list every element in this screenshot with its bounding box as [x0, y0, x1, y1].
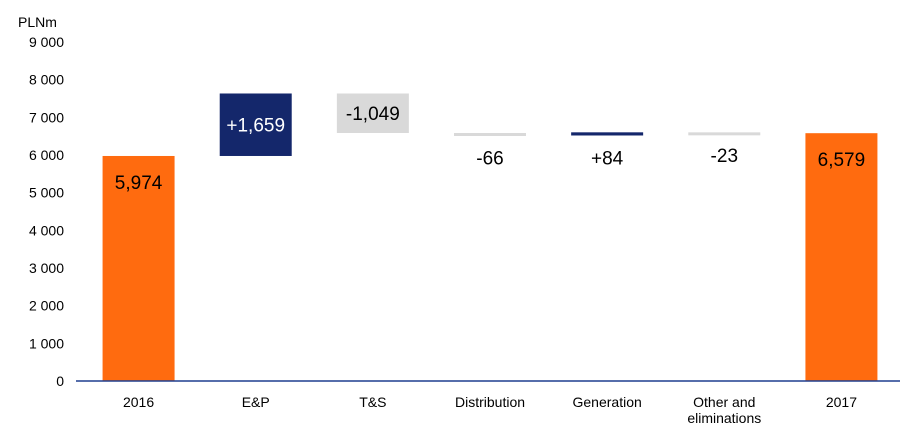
bar-e-p [219, 93, 292, 156]
data-label: +84 [591, 148, 624, 169]
unit-label: PLNm [18, 14, 57, 30]
x-tick-label: 2017 [826, 394, 857, 410]
data-label: 5,974 [115, 173, 163, 194]
bar-t-s [336, 93, 409, 134]
x-tick-label: T&S [359, 394, 386, 410]
bar-other-and-eliminations [688, 132, 761, 136]
y-tick-label: 2 000 [29, 298, 64, 314]
y-tick-label: 7 000 [29, 109, 64, 125]
y-tick-label: 6 000 [29, 147, 64, 163]
y-tick-label: 5 000 [29, 185, 64, 201]
y-tick-label: 0 [56, 373, 64, 389]
bar-2017 [805, 133, 878, 381]
x-tick-label: 2016 [123, 394, 154, 410]
data-label: -23 [711, 146, 738, 167]
y-tick-label: 9 000 [29, 34, 64, 50]
x-tick-label: Generation [573, 394, 642, 410]
y-tick-label: 3 000 [29, 260, 64, 276]
y-tick-label: 8 000 [29, 72, 64, 88]
data-label: +1,659 [226, 116, 285, 137]
bar-2016 [102, 155, 175, 381]
y-tick-label: 1 000 [29, 335, 64, 351]
x-tick-label: E&P [242, 394, 270, 410]
x-tick-label: Distribution [455, 394, 525, 410]
bar-generation [571, 132, 644, 136]
bars [102, 93, 878, 381]
data-label: 6,579 [818, 150, 866, 171]
x-axis-labels: 2016 E&P T&S Distribution Generation Other an… [123, 394, 857, 424]
x-tick-label: Other and eliminations [687, 394, 761, 424]
data-label: -66 [476, 148, 503, 169]
bar-distribution [454, 133, 526, 137]
data-label: -1,049 [346, 104, 400, 125]
y-axis-ticks: 0 1 000 2 000 3 000 4 000 5 000 6 000 7 000 8 00… [29, 34, 64, 389]
y-tick-label: 4 000 [29, 222, 64, 238]
data-labels: 5,974 +1,659 -1,049 -66 +84 -23 6,579 [115, 104, 865, 194]
